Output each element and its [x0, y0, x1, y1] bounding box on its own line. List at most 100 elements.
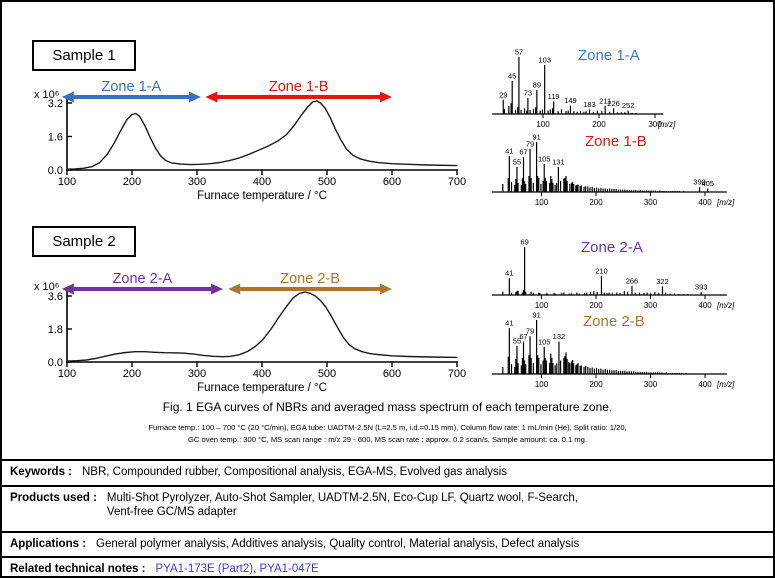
svg-text:67: 67 — [519, 332, 527, 341]
svg-text:149: 149 — [564, 96, 577, 105]
svg-text:Furnace temperature / °C: Furnace temperature / °C — [197, 190, 327, 202]
keywords-row: Keywords : NBR, Compounded rubber, Compo… — [2, 459, 773, 485]
svg-text:211: 211 — [599, 97, 611, 106]
svg-text:200: 200 — [592, 120, 606, 129]
svg-text:300: 300 — [644, 301, 658, 310]
related-notes-row: Related technical notes : PYA1-173E (Par… — [2, 555, 773, 576]
svg-text:100: 100 — [535, 301, 549, 310]
svg-text:183: 183 — [583, 100, 596, 109]
svg-text:[m/z]: [m/z] — [716, 198, 735, 207]
sample2-title-box: Sample 2 — [32, 226, 136, 257]
svg-text:Zone 1-B: Zone 1-B — [269, 79, 329, 95]
svg-text:105: 105 — [538, 155, 551, 164]
svg-text:29: 29 — [499, 90, 507, 99]
svg-text:131: 131 — [552, 158, 565, 167]
svg-text:210: 210 — [595, 266, 608, 275]
svg-text:57: 57 — [515, 48, 523, 57]
svg-text:400: 400 — [253, 368, 271, 380]
related-notes-label: Related technical notes : — [10, 562, 146, 575]
spectrum-label-zone2B: Zone 2-B — [583, 313, 645, 330]
svg-text:Furnace temperature / °C: Furnace temperature / °C — [197, 382, 327, 394]
products-used-line1: Multi-Shot Pyrolyzer, Auto-Shot Sampler,… — [106, 491, 578, 504]
svg-text:[m/z]: [m/z] — [716, 380, 735, 389]
svg-text:0.0: 0.0 — [48, 165, 63, 177]
applications-text: General polymer analysis, Additives anal… — [96, 537, 580, 550]
svg-text:79: 79 — [526, 140, 534, 149]
svg-text:55: 55 — [513, 336, 521, 345]
svg-text:600: 600 — [383, 368, 401, 380]
svg-text:400: 400 — [698, 380, 712, 389]
ega-chart-sample2: 100 200 300 400 500 600 700 0.0 1.8 3.6x 10⁶ Furna… — [34, 271, 466, 394]
svg-text:67: 67 — [519, 148, 527, 157]
sample1-title-box: Sample 1 — [32, 40, 136, 71]
svg-text:1.6: 1.6 — [48, 132, 63, 144]
svg-text:Zone 1-A: Zone 1-A — [102, 79, 162, 95]
svg-text:100: 100 — [58, 176, 76, 188]
sample2-title: Sample 2 — [52, 233, 116, 250]
svg-text:41: 41 — [505, 269, 513, 278]
related-note-link-1[interactable]: PYA1-173E (Part2) — [155, 562, 254, 575]
svg-text:226: 226 — [607, 99, 620, 108]
svg-text:3.2: 3.2 — [48, 98, 63, 110]
products-used-line2: Vent-free GC/MS adapter — [106, 505, 237, 518]
products-used-text: Multi-Shot Pyrolyzer, Auto-Shot Sampler,… — [107, 491, 578, 519]
svg-text:119: 119 — [548, 92, 560, 101]
svg-text:3.6: 3.6 — [48, 291, 63, 303]
svg-text:[m/z]: [m/z] — [657, 120, 676, 129]
svg-text:100: 100 — [535, 198, 549, 207]
svg-text:200: 200 — [123, 176, 141, 188]
svg-text:100: 100 — [58, 368, 76, 380]
svg-text:105: 105 — [538, 338, 551, 347]
products-used-row: Products used : Multi-Shot Pyrolyzer, Au… — [2, 484, 773, 531]
related-note-separator: , — [253, 562, 260, 575]
svg-text:Zone 2-A: Zone 2-A — [113, 271, 173, 287]
keywords-text: NBR, Compounded rubber, Compositional an… — [82, 466, 508, 478]
svg-text:400: 400 — [698, 198, 712, 207]
svg-text:69: 69 — [520, 238, 528, 247]
spectrum-label-zone2A: Zone 2-A — [581, 239, 643, 256]
applications-row: Applications : General polymer analysis,… — [2, 530, 773, 556]
svg-text:252: 252 — [622, 101, 635, 110]
svg-text:200: 200 — [123, 368, 141, 380]
svg-text:91: 91 — [532, 311, 540, 320]
mass-spectrum-zone2A: 100 200 300 400 [m/z] 41 69 210 266 322 393 — [491, 238, 735, 310]
svg-text:55: 55 — [513, 158, 521, 167]
keywords-label: Keywords : — [10, 466, 72, 478]
svg-text:41: 41 — [505, 147, 513, 156]
spectrum-label-zone1B: Zone 1-B — [585, 133, 647, 150]
svg-text:390: 390 — [693, 178, 706, 187]
ega-chart-sample1: 100 200 300 400 500 600 700 0.0 1.6 3.2x 10⁶ Furna… — [34, 79, 466, 202]
sample1-title: Sample 1 — [52, 47, 116, 64]
svg-text:400: 400 — [698, 301, 712, 310]
svg-text:x 10⁶: x 10⁶ — [34, 281, 59, 293]
svg-text:91: 91 — [532, 133, 540, 142]
svg-text:45: 45 — [508, 71, 516, 80]
svg-text:200: 200 — [589, 198, 603, 207]
svg-text:700: 700 — [448, 368, 466, 380]
svg-text:[m/z]: [m/z] — [716, 301, 735, 310]
svg-text:200: 200 — [589, 380, 603, 389]
info-table: Keywords : NBR, Compounded rubber, Compo… — [2, 459, 773, 576]
svg-text:200: 200 — [589, 301, 603, 310]
svg-text:73: 73 — [524, 89, 532, 98]
figure-caption: Fig. 1 EGA curves of NBRs and averaged m… — [162, 400, 613, 414]
svg-text:79: 79 — [526, 327, 534, 336]
svg-text:393: 393 — [695, 283, 708, 292]
svg-text:300: 300 — [648, 120, 662, 129]
svg-text:300: 300 — [644, 380, 658, 389]
applications-label: Applications : — [10, 537, 87, 550]
svg-text:41: 41 — [505, 319, 513, 328]
svg-text:266: 266 — [626, 276, 639, 285]
related-note-link-2[interactable]: PYA1-047E — [259, 562, 319, 575]
conditions-line2: GC oven temp.: 300 °C, MS scan range : m… — [188, 435, 587, 444]
svg-text:400: 400 — [253, 176, 271, 188]
svg-text:100: 100 — [536, 120, 550, 129]
svg-text:322: 322 — [656, 277, 669, 286]
svg-text:300: 300 — [188, 176, 206, 188]
svg-text:700: 700 — [448, 176, 466, 188]
svg-text:405: 405 — [701, 179, 714, 188]
